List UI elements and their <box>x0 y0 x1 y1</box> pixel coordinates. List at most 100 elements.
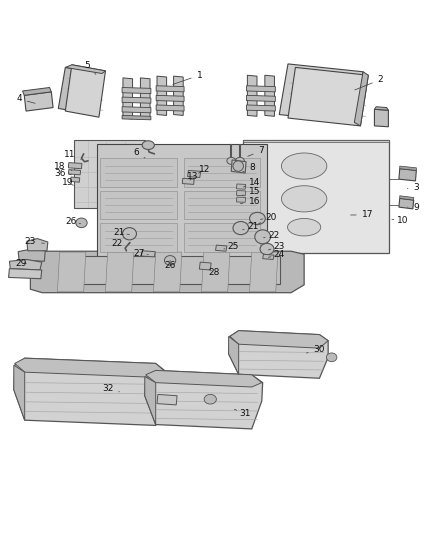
Polygon shape <box>237 184 246 189</box>
Ellipse shape <box>288 219 321 236</box>
Text: 25: 25 <box>224 242 239 251</box>
Polygon shape <box>247 95 276 101</box>
Ellipse shape <box>282 153 327 179</box>
Polygon shape <box>97 144 267 258</box>
Polygon shape <box>146 370 262 387</box>
Polygon shape <box>122 107 151 113</box>
Polygon shape <box>68 169 81 175</box>
Text: 4: 4 <box>16 94 35 103</box>
Text: 36: 36 <box>55 168 71 177</box>
Text: 20: 20 <box>261 213 277 222</box>
Text: 14: 14 <box>244 177 260 187</box>
Polygon shape <box>243 140 389 142</box>
Polygon shape <box>65 65 106 117</box>
Polygon shape <box>184 190 261 220</box>
Text: 8: 8 <box>243 163 255 172</box>
Polygon shape <box>247 86 276 92</box>
Text: 17: 17 <box>350 211 373 220</box>
Polygon shape <box>156 105 184 111</box>
Text: 29: 29 <box>15 259 27 268</box>
Ellipse shape <box>164 256 176 265</box>
Text: 26: 26 <box>65 216 81 225</box>
Ellipse shape <box>255 230 271 244</box>
Text: 32: 32 <box>102 384 120 393</box>
Polygon shape <box>14 365 25 420</box>
Text: 1: 1 <box>173 71 202 84</box>
Text: 9: 9 <box>408 203 419 212</box>
Text: 3: 3 <box>407 183 419 192</box>
Text: 5: 5 <box>84 61 96 75</box>
Polygon shape <box>263 254 274 260</box>
Polygon shape <box>399 198 414 209</box>
Text: 23: 23 <box>25 237 44 246</box>
Text: 28: 28 <box>208 268 219 277</box>
Text: 12: 12 <box>198 165 210 174</box>
Text: 27: 27 <box>133 249 148 258</box>
Polygon shape <box>250 252 278 292</box>
Polygon shape <box>157 76 166 116</box>
Polygon shape <box>65 65 106 74</box>
Text: 31: 31 <box>234 409 251 418</box>
Polygon shape <box>10 260 42 270</box>
Polygon shape <box>122 97 151 103</box>
Polygon shape <box>243 140 389 253</box>
Text: 7: 7 <box>248 146 264 156</box>
Polygon shape <box>229 330 328 378</box>
Polygon shape <box>288 67 368 126</box>
Polygon shape <box>374 109 389 127</box>
Polygon shape <box>68 163 82 169</box>
Polygon shape <box>24 92 53 111</box>
Text: 22: 22 <box>264 231 279 239</box>
Polygon shape <box>182 179 194 184</box>
Polygon shape <box>153 252 182 292</box>
Polygon shape <box>14 358 166 377</box>
Ellipse shape <box>227 157 236 164</box>
Polygon shape <box>18 249 45 261</box>
Polygon shape <box>215 245 227 251</box>
Ellipse shape <box>282 185 327 212</box>
Text: 2: 2 <box>355 75 383 90</box>
Polygon shape <box>100 223 177 252</box>
Polygon shape <box>71 177 80 182</box>
Polygon shape <box>27 239 48 251</box>
Text: 22: 22 <box>112 239 130 248</box>
Polygon shape <box>122 116 151 120</box>
Polygon shape <box>156 95 184 101</box>
Text: 19: 19 <box>62 177 73 187</box>
Ellipse shape <box>233 222 249 235</box>
Polygon shape <box>141 251 155 257</box>
Text: 21: 21 <box>113 228 130 237</box>
Polygon shape <box>247 75 257 116</box>
Ellipse shape <box>76 218 87 228</box>
Polygon shape <box>30 251 304 293</box>
Text: 30: 30 <box>306 345 325 354</box>
Text: 21: 21 <box>243 222 258 231</box>
Polygon shape <box>123 78 133 119</box>
Text: 18: 18 <box>54 161 72 171</box>
Text: 11: 11 <box>64 150 81 160</box>
Polygon shape <box>9 269 42 279</box>
Ellipse shape <box>123 228 137 240</box>
Polygon shape <box>145 370 263 429</box>
Polygon shape <box>201 252 230 292</box>
Polygon shape <box>145 376 155 425</box>
Polygon shape <box>400 166 417 171</box>
Ellipse shape <box>233 161 244 171</box>
Polygon shape <box>184 223 261 252</box>
Text: 13: 13 <box>187 173 198 182</box>
Polygon shape <box>199 262 211 270</box>
Polygon shape <box>58 67 102 115</box>
Polygon shape <box>57 252 86 292</box>
Polygon shape <box>100 190 177 220</box>
Text: 15: 15 <box>242 187 260 196</box>
Polygon shape <box>106 252 134 292</box>
Polygon shape <box>184 158 261 187</box>
Ellipse shape <box>204 394 216 404</box>
Polygon shape <box>237 190 246 196</box>
Ellipse shape <box>250 212 265 224</box>
Polygon shape <box>157 394 177 405</box>
Text: 16: 16 <box>240 197 260 206</box>
Polygon shape <box>237 197 246 203</box>
Ellipse shape <box>236 157 244 164</box>
Polygon shape <box>74 140 145 208</box>
